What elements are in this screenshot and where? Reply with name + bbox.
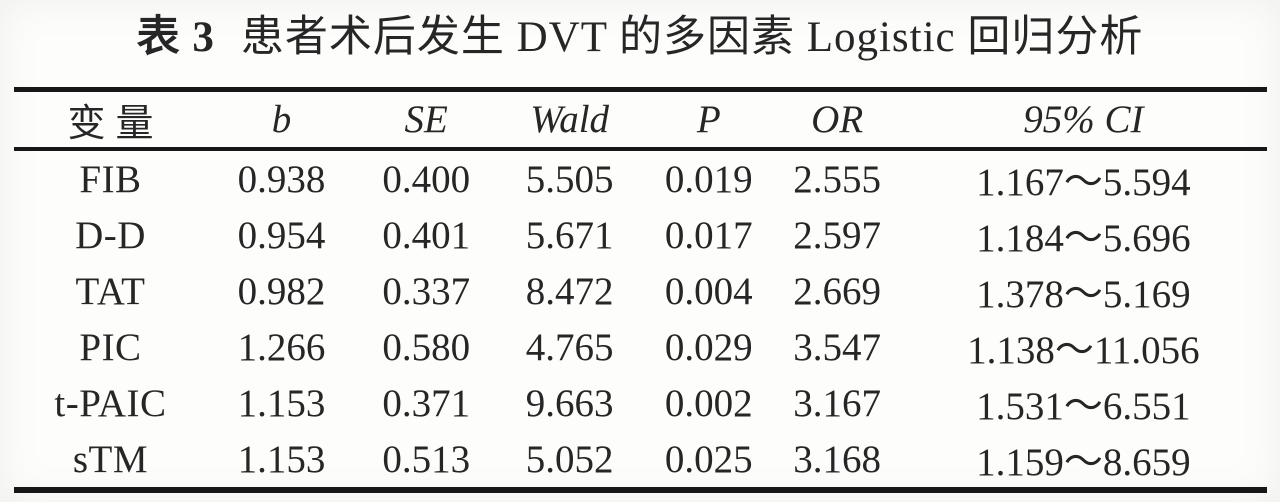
cell-se: 0.401 bbox=[382, 213, 471, 257]
table-row-tpaic: t-PAIC 1.153 0.371 9.663 0.002 3.167 1.5… bbox=[14, 375, 1267, 431]
table-row-fib: FIB 0.938 0.400 5.505 0.019 2.555 1.167～… bbox=[14, 149, 1267, 207]
cell-wald: 4.765 bbox=[525, 325, 614, 369]
cell-ci: 1.167～5.594 bbox=[976, 161, 1191, 204]
table-row-tat: TAT 0.982 0.337 8.472 0.004 2.669 1.378～… bbox=[14, 263, 1267, 319]
table-row-pic: PIC 1.266 0.580 4.765 0.029 3.547 1.138～… bbox=[14, 319, 1267, 375]
cell-b: 0.938 bbox=[237, 157, 326, 201]
row-label: TAT bbox=[75, 269, 146, 313]
cell-b: 0.954 bbox=[237, 213, 326, 257]
column-header-b: b bbox=[206, 89, 357, 151]
header-row: 变量 b SE Wald P OR 95% CI bbox=[14, 89, 1267, 151]
table-row-stm: sTM 1.153 0.513 5.052 0.025 3.168 1.159～… bbox=[14, 431, 1267, 490]
cell-se: 0.337 bbox=[382, 269, 471, 313]
column-header-se: SE bbox=[356, 89, 497, 151]
row-label: t-PAIC bbox=[54, 381, 167, 425]
column-header-or: OR bbox=[774, 89, 900, 151]
cell-wald: 5.505 bbox=[525, 157, 614, 201]
column-header-wald: Wald bbox=[496, 89, 643, 151]
cell-or: 2.669 bbox=[793, 269, 882, 313]
cell-wald: 5.052 bbox=[525, 437, 614, 481]
cell-or: 2.597 bbox=[793, 213, 882, 257]
cell-ci: 1.378～5.169 bbox=[976, 273, 1191, 316]
cell-or: 3.168 bbox=[793, 437, 882, 481]
cell-or: 3.167 bbox=[793, 381, 882, 425]
cell-p: 0.029 bbox=[664, 325, 753, 369]
table-row-dd: D-D 0.954 0.401 5.671 0.017 2.597 1.184～… bbox=[14, 207, 1267, 263]
table-number-label: 表 3 bbox=[136, 14, 215, 61]
table-body: FIB 0.938 0.400 5.505 0.019 2.555 1.167～… bbox=[14, 149, 1267, 490]
cell-b: 1.266 bbox=[237, 325, 326, 369]
cell-p: 0.004 bbox=[664, 269, 753, 313]
cell-or: 3.547 bbox=[793, 325, 882, 369]
column-header-ci: 95% CI bbox=[899, 89, 1267, 151]
cell-se: 0.371 bbox=[382, 381, 471, 425]
cell-b: 0.982 bbox=[237, 269, 326, 313]
cell-wald: 5.671 bbox=[525, 213, 614, 257]
cell-p: 0.002 bbox=[664, 381, 753, 425]
cell-ci: 1.531～6.551 bbox=[976, 385, 1191, 428]
cell-p: 0.017 bbox=[664, 213, 753, 257]
cell-wald: 8.472 bbox=[525, 269, 614, 313]
cell-se: 0.580 bbox=[382, 325, 471, 369]
table-title-text: 患者术后发生 DVT 的多因素 Logistic 回归分析 bbox=[240, 14, 1144, 61]
row-label: FIB bbox=[79, 157, 142, 201]
cell-b: 1.153 bbox=[237, 437, 326, 481]
cell-ci: 1.138～11.056 bbox=[967, 329, 1200, 372]
column-header-variable: 变量 bbox=[14, 89, 207, 151]
cell-or: 2.555 bbox=[793, 157, 882, 201]
row-label: D-D bbox=[75, 213, 146, 257]
logistic-regression-table: 变量 b SE Wald P OR 95% CI FIB 0.938 0.400… bbox=[14, 87, 1267, 493]
cell-p: 0.019 bbox=[664, 157, 753, 201]
cell-b: 1.153 bbox=[237, 381, 326, 425]
table-header: 变量 b SE Wald P OR 95% CI bbox=[14, 89, 1267, 151]
cell-ci: 1.159～8.659 bbox=[976, 441, 1191, 484]
cell-se: 0.513 bbox=[382, 437, 471, 481]
cell-ci: 1.184～5.696 bbox=[976, 217, 1191, 260]
cell-wald: 9.663 bbox=[525, 381, 614, 425]
row-label: sTM bbox=[72, 437, 149, 481]
cell-se: 0.400 bbox=[382, 157, 471, 201]
cell-p: 0.025 bbox=[664, 437, 753, 481]
column-header-p: P bbox=[642, 89, 775, 151]
row-label: PIC bbox=[79, 325, 142, 369]
table-title: 表 3 患者术后发生 DVT 的多因素 Logistic 回归分析 bbox=[0, 0, 1280, 66]
